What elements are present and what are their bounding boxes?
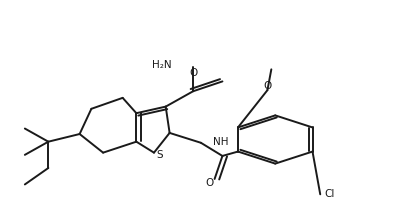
Text: H₂N: H₂N bbox=[152, 59, 171, 69]
Text: NH: NH bbox=[213, 137, 228, 147]
Text: O: O bbox=[189, 68, 197, 78]
Text: Cl: Cl bbox=[324, 189, 335, 199]
Text: S: S bbox=[156, 150, 163, 160]
Text: O: O bbox=[206, 178, 214, 188]
Text: O: O bbox=[263, 81, 271, 91]
